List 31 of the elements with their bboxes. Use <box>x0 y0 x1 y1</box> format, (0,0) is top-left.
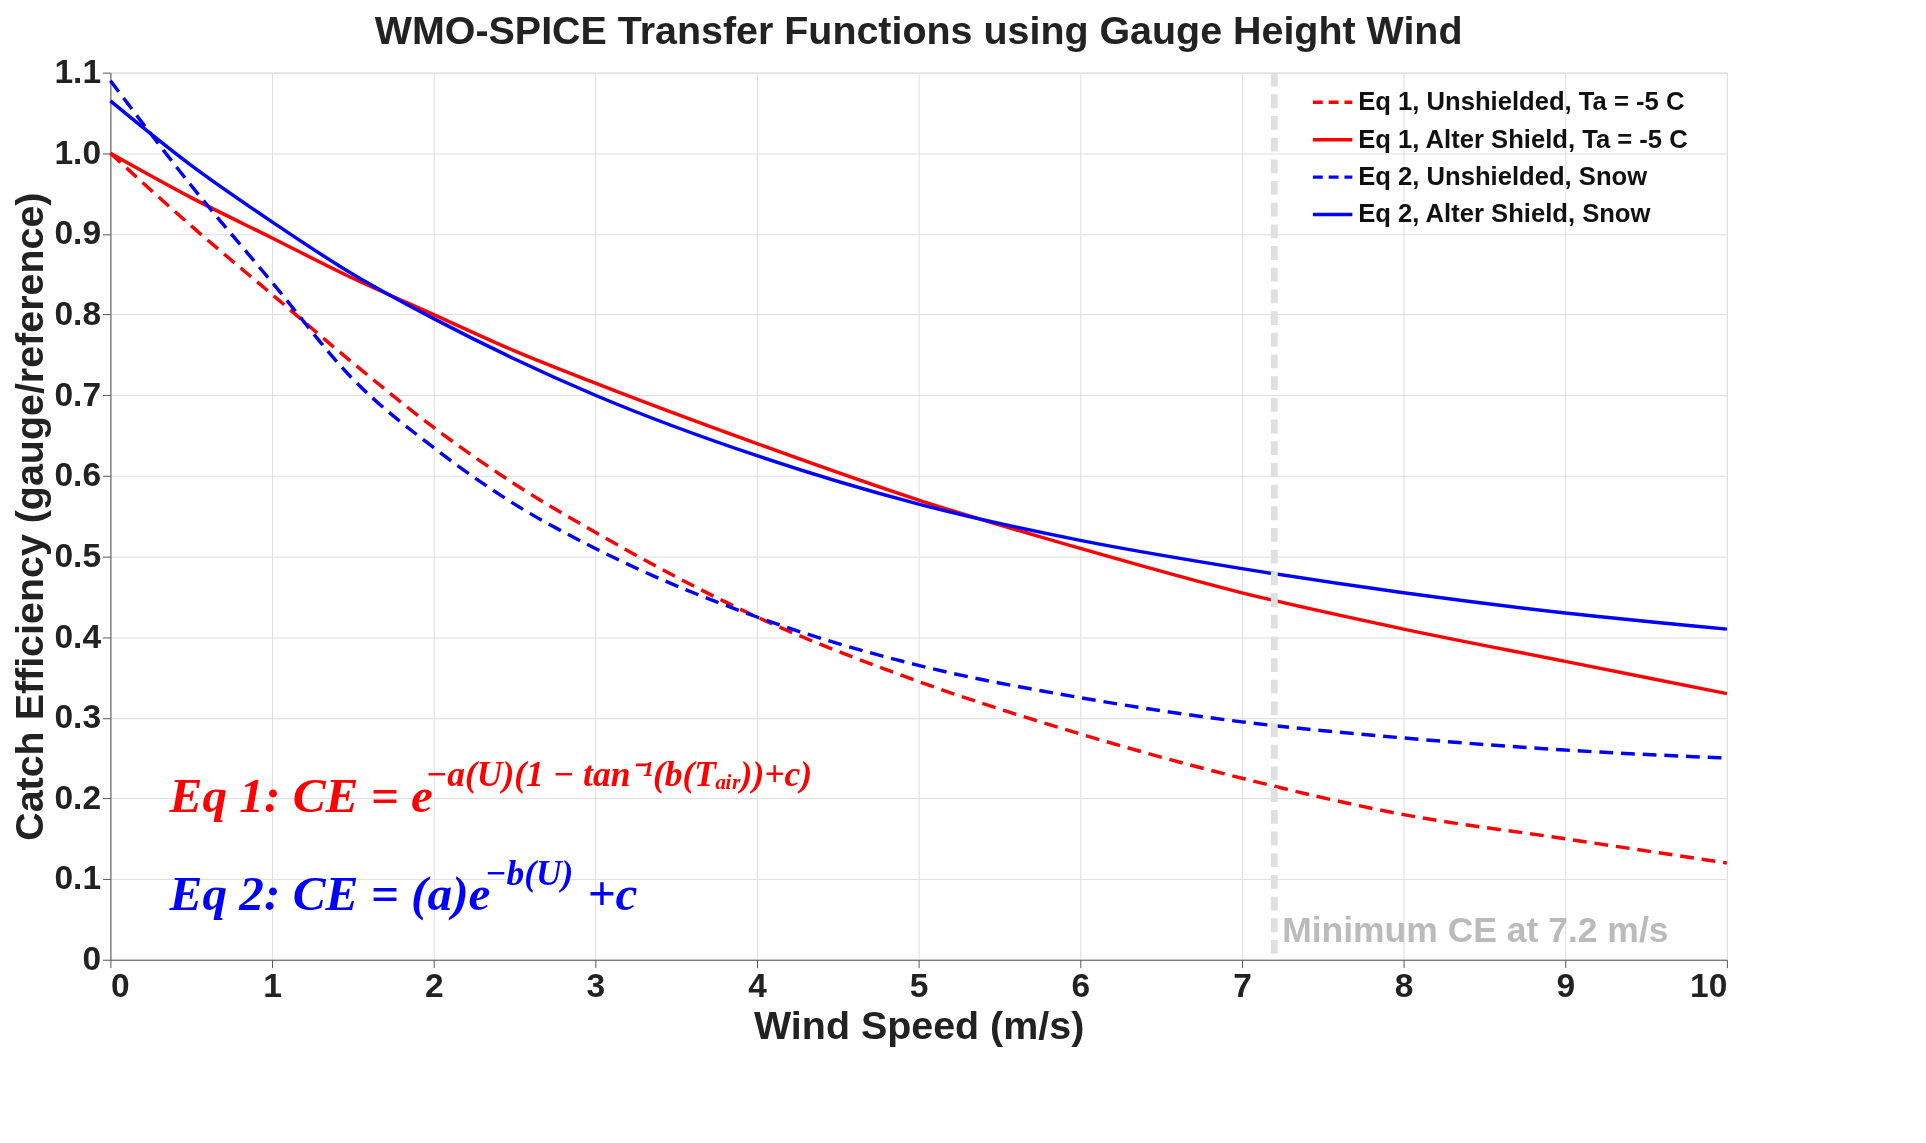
y-tick-label: 0.8 <box>54 294 102 332</box>
x-axis-title: Wind Speed (m/s) <box>754 1003 1085 1048</box>
y-tick-label: 0.1 <box>54 859 102 897</box>
y-tick-label: 0.9 <box>54 214 102 252</box>
x-tick-label: 3 <box>586 966 606 1004</box>
y-axis-title: Catch Efficiency (gauge/reference) <box>6 192 51 841</box>
x-tick-label: 2 <box>424 966 444 1004</box>
legend-label: Eq 1, Unshielded, Ta = -5 C <box>1358 87 1685 116</box>
y-tick-label: 0.7 <box>54 375 102 413</box>
y-tick-label: 0.3 <box>54 698 102 736</box>
legend-label: Eq 1, Alter Shield, Ta = -5 C <box>1358 124 1688 153</box>
chart-title: WMO-SPICE Transfer Functions using Gauge Height Wind <box>374 8 1463 53</box>
x-tick-label: 0 <box>110 966 130 1004</box>
x-tick-label: 5 <box>909 966 929 1004</box>
x-tick-label: 8 <box>1394 966 1414 1004</box>
x-tick-label: 7 <box>1233 966 1252 1004</box>
x-tick-label: 6 <box>1071 966 1091 1004</box>
y-tick-label: 1.0 <box>54 133 102 171</box>
y-tick-label: 1.1 <box>54 52 102 90</box>
legend-label: Eq 2, Unshielded, Snow <box>1358 162 1648 191</box>
x-tick-label: 4 <box>748 966 768 1004</box>
y-tick-label: 0.4 <box>54 617 102 655</box>
y-tick-label: 0.2 <box>54 778 102 816</box>
y-tick-label: 0 <box>82 940 102 978</box>
x-tick-label: 10 <box>1690 966 1728 1004</box>
y-tick-label: 0.5 <box>54 536 102 574</box>
legend-label: Eq 2, Alter Shield, Snow <box>1358 199 1651 228</box>
y-tick-label: 0.6 <box>54 456 102 494</box>
x-tick-label: 1 <box>263 966 282 1004</box>
x-tick-label: 9 <box>1556 966 1576 1004</box>
ref-line-label: Minimum CE at 7.2 m/s <box>1282 910 1669 950</box>
